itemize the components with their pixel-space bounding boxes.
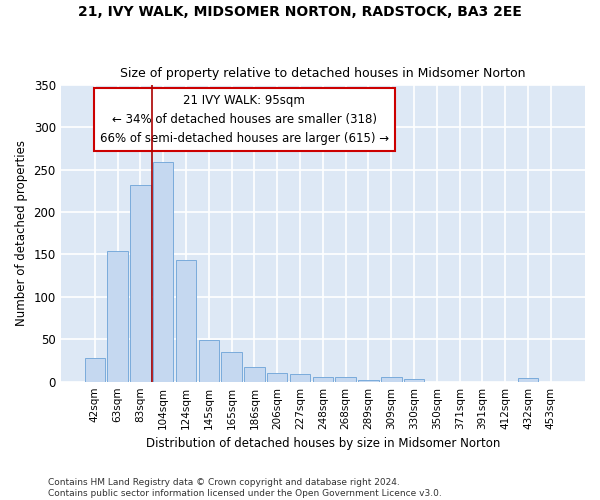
Bar bbox=[221, 352, 242, 382]
Text: 21 IVY WALK: 95sqm
← 34% of detached houses are smaller (318)
66% of semi-detach: 21 IVY WALK: 95sqm ← 34% of detached hou… bbox=[100, 94, 389, 144]
Bar bbox=[199, 340, 219, 382]
Bar bbox=[107, 251, 128, 382]
Bar bbox=[85, 358, 105, 382]
Text: 21, IVY WALK, MIDSOMER NORTON, RADSTOCK, BA3 2EE: 21, IVY WALK, MIDSOMER NORTON, RADSTOCK,… bbox=[78, 5, 522, 19]
Bar bbox=[358, 380, 379, 382]
X-axis label: Distribution of detached houses by size in Midsomer Norton: Distribution of detached houses by size … bbox=[146, 437, 500, 450]
Bar bbox=[153, 162, 173, 382]
Y-axis label: Number of detached properties: Number of detached properties bbox=[15, 140, 28, 326]
Bar bbox=[335, 378, 356, 382]
Bar bbox=[290, 374, 310, 382]
Text: Contains HM Land Registry data © Crown copyright and database right 2024.
Contai: Contains HM Land Registry data © Crown c… bbox=[48, 478, 442, 498]
Bar bbox=[313, 378, 333, 382]
Bar bbox=[381, 378, 401, 382]
Bar bbox=[130, 185, 151, 382]
Bar bbox=[244, 368, 265, 382]
Bar bbox=[267, 373, 287, 382]
Bar bbox=[404, 379, 424, 382]
Title: Size of property relative to detached houses in Midsomer Norton: Size of property relative to detached ho… bbox=[120, 66, 526, 80]
Bar bbox=[176, 260, 196, 382]
Bar bbox=[518, 378, 538, 382]
